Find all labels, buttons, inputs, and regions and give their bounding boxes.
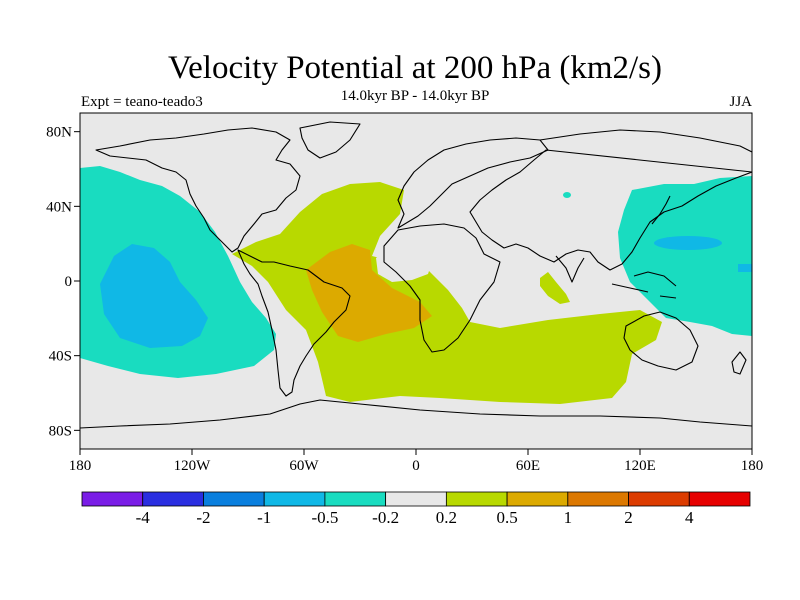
south-america-coastline (237, 249, 351, 397)
chart-subtitle: 14.0kyr BP - 14.0kyr BP (340, 88, 490, 104)
colorbar-label: -1 (257, 508, 271, 527)
new-zealand-coastline (731, 351, 747, 375)
colorbar-label: -0.2 (372, 508, 399, 527)
longitude-tick-label: 0 (412, 458, 420, 474)
atlantic-positive-region (232, 182, 662, 404)
latitude-tick-label: 80S (49, 423, 72, 439)
colorbar: -4 -2 -1 -0.5 -0.2 0.2 0.5 1 2 4 (81, 491, 751, 527)
colorbar-label: -0.5 (311, 508, 338, 527)
coastlines (80, 121, 752, 429)
latitude-tick-label: 40S (49, 349, 72, 365)
longitude-tick-label: 180 (741, 458, 764, 474)
latitude-tick-label: 0 (65, 274, 73, 290)
south-atlantic-core-region (306, 244, 432, 342)
greenland-coastline (299, 121, 361, 159)
colorbar-swatch (263, 491, 326, 507)
antarctica-coastline (80, 399, 752, 429)
map-plot-area (80, 113, 752, 449)
indonesia-coastline (611, 271, 677, 299)
north-america-coastline (95, 127, 301, 253)
west-pacific-edge-patch (738, 264, 752, 272)
india-coastline (555, 255, 585, 283)
colorbar-label: 0.2 (436, 508, 457, 527)
west-pacific-core-region (654, 236, 722, 250)
africa-neutral-cutout (376, 246, 432, 282)
chart-title: Velocity Potential at 200 hPa (km2/s) (167, 50, 663, 86)
longitude-tick-label: 180 (69, 458, 92, 474)
colorbar-label: 1 (564, 508, 573, 527)
colorbar-swatch (567, 491, 629, 507)
latitude-axis: 80N 40N 0 40S 80S (46, 125, 80, 439)
colorbar-swatch (385, 491, 447, 507)
season-label: JJA (729, 94, 752, 110)
asia-coastline (469, 129, 752, 271)
africa-coastline (383, 223, 501, 353)
experiment-label: Expt = teano-teado3 (81, 94, 203, 110)
latitude-tick-label: 80N (46, 125, 72, 141)
longitude-tick-label: 120W (174, 458, 212, 474)
longitude-axis: 180 120W 60W 0 60E 120E 180 (69, 449, 764, 474)
longitude-tick-label: 120E (624, 458, 656, 474)
pacific-core-region (100, 244, 208, 348)
japan-coastline (651, 195, 671, 225)
colorbar-swatch (203, 491, 265, 507)
longitude-tick-label: 60W (289, 458, 319, 474)
colorbar-label: -4 (136, 508, 151, 527)
indian-ocean-positive-patch (540, 272, 570, 304)
longitude-tick-label: 60E (516, 458, 540, 474)
west-pacific-negative-region (618, 176, 752, 336)
colorbar-swatch (628, 491, 690, 507)
latitude-tick-label: 40N (46, 199, 72, 215)
colorbar-swatch (506, 491, 569, 507)
colorbar-swatch (688, 491, 751, 507)
colorbar-swatch (324, 491, 387, 507)
colorbar-label: 0.5 (496, 508, 517, 527)
colorbar-swatch (445, 491, 508, 507)
colorbar-swatch (142, 491, 204, 507)
colorbar-swatch (81, 491, 144, 507)
colorbar-label: -2 (196, 508, 210, 527)
colorbar-label: 4 (685, 508, 694, 527)
australia-coastline (623, 311, 699, 371)
small-negative-patch (563, 192, 571, 198)
colorbar-label: 2 (624, 508, 633, 527)
